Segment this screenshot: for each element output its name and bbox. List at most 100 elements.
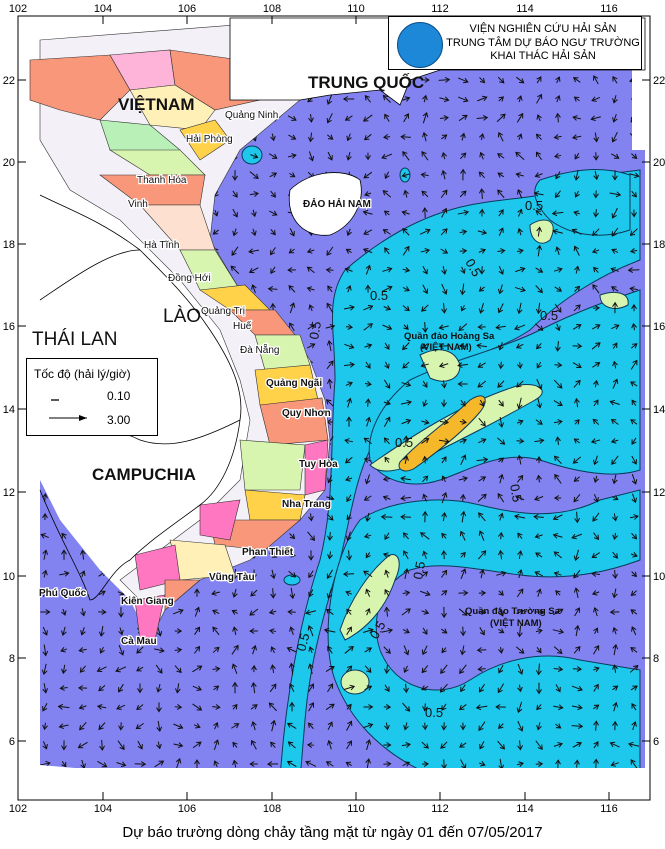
- current-arrow: [610, 267, 619, 273]
- current-arrow: [231, 609, 238, 615]
- current-arrow: [441, 283, 448, 295]
- current-arrow: [536, 244, 543, 257]
- current-arrow: [346, 416, 352, 427]
- current-arrow: [516, 454, 523, 465]
- current-arrow: [515, 266, 526, 273]
- current-arrow: [571, 533, 583, 540]
- current-arrow: [401, 608, 411, 616]
- current-arrow: [478, 530, 485, 542]
- current-arrow: [497, 380, 505, 388]
- current-arrow: [287, 741, 296, 749]
- longitude-label: 104: [94, 3, 112, 15]
- current-arrow: [478, 761, 486, 767]
- current-arrow: [574, 511, 581, 524]
- current-arrow: [382, 495, 391, 501]
- current-arrow: [609, 609, 620, 615]
- current-arrow: [421, 419, 430, 425]
- current-arrow: [344, 343, 355, 350]
- current-arrow: [402, 96, 411, 102]
- current-arrow: [382, 324, 393, 331]
- current-arrow: [535, 552, 543, 558]
- current-arrow: [364, 381, 372, 387]
- current-arrow: [420, 590, 431, 597]
- current-arrow: [515, 343, 524, 349]
- current-arrow: [287, 115, 297, 121]
- current-arrow: [175, 757, 182, 768]
- legend-title: Tốc độ (hải lý/giờ): [34, 367, 131, 381]
- current-arrow: [403, 568, 410, 580]
- current-arrow: [609, 399, 620, 406]
- current-arrow: [440, 741, 448, 749]
- current-arrow: [325, 323, 336, 330]
- current-arrow: [478, 438, 487, 444]
- current-arrow: [364, 665, 372, 673]
- current-arrow: [289, 322, 295, 332]
- current-arrow: [270, 569, 276, 580]
- current-arrow: [573, 476, 581, 482]
- current-arrow: [517, 720, 524, 732]
- current-arrow: [609, 741, 620, 748]
- current-arrow: [535, 761, 544, 767]
- current-arrow: [591, 96, 601, 102]
- current-arrow: [497, 172, 505, 178]
- current-arrow: [479, 151, 485, 160]
- current-arrow: [173, 742, 184, 749]
- current-arrow: [96, 704, 107, 710]
- current-arrow: [213, 209, 219, 217]
- current-arrow: [441, 399, 447, 408]
- current-arrow: [421, 685, 429, 691]
- current-arrow: [574, 265, 580, 274]
- current-arrow: [251, 664, 257, 673]
- current-arrow: [42, 569, 48, 578]
- current-arrow: [192, 665, 203, 673]
- current-arrow: [460, 132, 466, 141]
- current-arrow: [555, 436, 561, 445]
- current-arrow: [631, 437, 637, 445]
- current-arrow: [327, 134, 334, 140]
- latitude-ticks-left: 22 20 18 16 14 12 10 8 6: [3, 75, 26, 748]
- current-arrow: [441, 207, 448, 218]
- current-arrow: [136, 666, 144, 672]
- current-arrow: [96, 666, 107, 673]
- current-arrow: [421, 665, 429, 674]
- current-arrow: [323, 627, 336, 634]
- current-arrow: [498, 607, 504, 617]
- current-arrow: [174, 704, 183, 710]
- current-arrow: [326, 495, 335, 501]
- label-quy-nhon: Quy Nhơn: [282, 408, 331, 419]
- current-arrow: [364, 474, 371, 485]
- current-arrow: [516, 438, 525, 444]
- current-arrow: [477, 324, 486, 330]
- latitude-label: 10: [653, 571, 665, 583]
- current-arrow: [401, 418, 412, 425]
- current-arrow: [459, 190, 467, 198]
- current-arrow: [555, 94, 561, 103]
- current-arrow: [289, 172, 296, 178]
- current-arrow: [536, 378, 543, 390]
- current-arrow: [98, 609, 107, 615]
- current-arrow: [156, 720, 163, 732]
- current-arrow: [536, 343, 542, 350]
- current-arrow: [344, 115, 353, 121]
- current-arrow: [403, 189, 409, 198]
- current-arrow: [593, 209, 599, 218]
- current-arrow: [345, 381, 353, 387]
- current-arrow: [516, 112, 524, 123]
- current-arrow: [61, 664, 67, 675]
- current-arrow: [288, 248, 295, 254]
- current-arrow: [251, 284, 257, 294]
- current-arrow: [232, 741, 238, 748]
- current-arrow: [536, 588, 542, 597]
- current-arrow: [365, 264, 372, 275]
- current-arrow: [288, 153, 297, 159]
- current-arrow: [422, 322, 428, 333]
- current-arrow: [629, 286, 638, 292]
- current-arrow: [592, 362, 601, 368]
- current-arrow: [270, 133, 276, 142]
- current-arrow: [403, 550, 409, 560]
- current-arrow: [402, 286, 410, 292]
- current-arrow: [421, 761, 429, 767]
- current-arrow: [441, 169, 447, 180]
- longitude-ticks-top: 102 104 106 108 110 112 114 116: [9, 3, 618, 24]
- current-arrow: [307, 663, 314, 674]
